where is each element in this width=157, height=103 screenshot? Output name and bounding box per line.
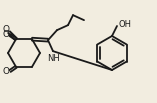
Text: NH: NH — [48, 54, 60, 63]
Text: O: O — [3, 25, 10, 34]
Text: OH: OH — [119, 19, 132, 29]
Text: O: O — [3, 67, 10, 77]
Text: O: O — [3, 29, 10, 39]
